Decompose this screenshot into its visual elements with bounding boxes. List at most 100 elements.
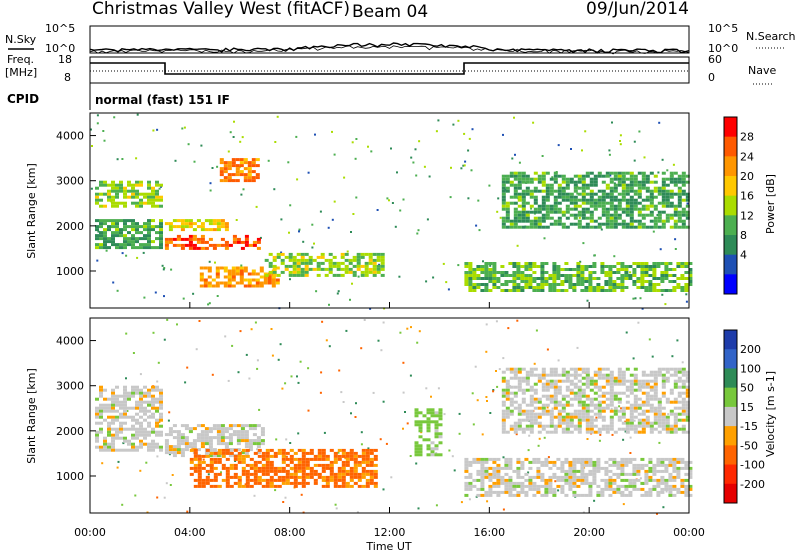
heatmap-cell (573, 186, 578, 190)
heatmap-cell (557, 210, 562, 214)
heatmap-cell (155, 385, 159, 389)
heatmap-cell (209, 466, 214, 470)
heatmap-cell (669, 225, 674, 229)
heatmap-cell (259, 275, 264, 279)
heatmap-cell (612, 460, 617, 464)
velocity-colorbar-swatch (724, 387, 737, 408)
heatmap-cell (213, 451, 218, 455)
heatmap-cell (580, 493, 585, 497)
heatmap-cell (521, 427, 526, 431)
heatmap-cell (155, 246, 159, 250)
heatmap-cell (540, 286, 545, 289)
heatmap-cell (249, 457, 254, 461)
heatmap-cell (677, 186, 682, 190)
heatmap-cell (499, 216, 502, 219)
heatmap-cell (357, 454, 362, 458)
heatmap-cell (95, 433, 99, 437)
heatmap-cell (480, 484, 485, 488)
heatmap-cell (257, 460, 262, 464)
heatmap-cell (504, 274, 509, 277)
heatmap-cell (568, 280, 573, 283)
heatmap-cell (585, 382, 590, 386)
heatmap-cell (227, 179, 232, 183)
heatmap-cell (418, 450, 423, 454)
heatmap-cell (517, 216, 522, 220)
heatmap-cell (180, 436, 185, 440)
heatmap-cell (645, 180, 650, 184)
heatmap-cell (509, 174, 514, 178)
heatmap-cell (135, 400, 139, 404)
heatmap-cell (653, 409, 658, 413)
heatmap-cell (180, 448, 185, 452)
heatmap-cell (143, 391, 147, 395)
heatmap-cell (289, 460, 294, 464)
heatmap-cell (147, 394, 151, 398)
heatmap-cell (235, 170, 240, 174)
heatmap-cell (573, 367, 578, 371)
heatmap-cell (656, 481, 661, 485)
heatmap-cell (261, 472, 266, 476)
heatmap-cell (297, 432, 300, 435)
heatmap-cell (220, 433, 225, 437)
heatmap-cell (200, 246, 205, 250)
heatmap-cell (468, 484, 473, 488)
heatmap-cell (247, 170, 252, 174)
heatmap-cell (99, 412, 103, 416)
heatmap-cell (593, 180, 598, 184)
power-colorbar-swatch (724, 195, 737, 216)
heatmap-cell (536, 283, 541, 286)
heatmap-cell (211, 284, 216, 288)
heatmap-cell (143, 442, 147, 446)
heatmap-cell (216, 228, 221, 232)
heatmap-cell (564, 268, 569, 271)
heatmap-cell (281, 454, 286, 458)
heatmap-cell (600, 262, 605, 265)
heatmap-cell (237, 484, 242, 488)
heatmap-cell (628, 277, 633, 280)
heatmap-cell (660, 487, 665, 491)
heatmap-cell (151, 186, 155, 190)
heatmap-cell (394, 225, 397, 228)
heatmap-cell (532, 484, 537, 488)
heatmap-cell (188, 237, 193, 241)
heatmap-cell (216, 454, 221, 458)
heatmap-cell (572, 490, 577, 494)
heatmap-cell (501, 370, 506, 374)
heatmap-cell (414, 453, 419, 457)
heatmap-cell (172, 225, 177, 229)
heatmap-cell (608, 277, 613, 280)
heatmap-cell (107, 246, 111, 250)
heatmap-cell (521, 210, 526, 214)
heatmap-cell (653, 427, 658, 431)
y-tick-label: 3000 (56, 175, 84, 188)
heatmap-cell (196, 436, 201, 440)
heatmap-cell (553, 219, 558, 223)
heatmap-cell (513, 367, 518, 371)
heatmap-cell (524, 484, 529, 488)
heatmap-cell (197, 475, 202, 479)
heatmap-cell (139, 243, 143, 247)
heatmap-cell (657, 201, 662, 205)
heatmap-cell (324, 258, 329, 262)
heatmap-cell (509, 180, 514, 184)
heatmap-cell (645, 198, 650, 202)
heatmap-cell (611, 121, 613, 124)
heatmap-cell (532, 493, 537, 497)
heatmap-cell (645, 382, 650, 386)
heatmap-cell (613, 219, 618, 223)
heatmap-cell (184, 381, 187, 384)
heatmap-cell (544, 493, 549, 497)
heatmap-cell (296, 270, 301, 274)
heatmap-cell (684, 283, 689, 286)
heatmap-cell (265, 469, 270, 473)
heatmap-cell (596, 490, 601, 494)
heatmap-cell (159, 183, 163, 187)
heatmap-cell (597, 367, 602, 371)
heatmap-cell (333, 457, 338, 461)
heatmap-cell (589, 189, 594, 193)
heatmap-cell (172, 451, 177, 455)
heatmap-cell (463, 132, 466, 135)
heatmap-cell (540, 289, 545, 292)
heatmap-cell (500, 475, 505, 479)
heatmap-cell (240, 436, 245, 440)
